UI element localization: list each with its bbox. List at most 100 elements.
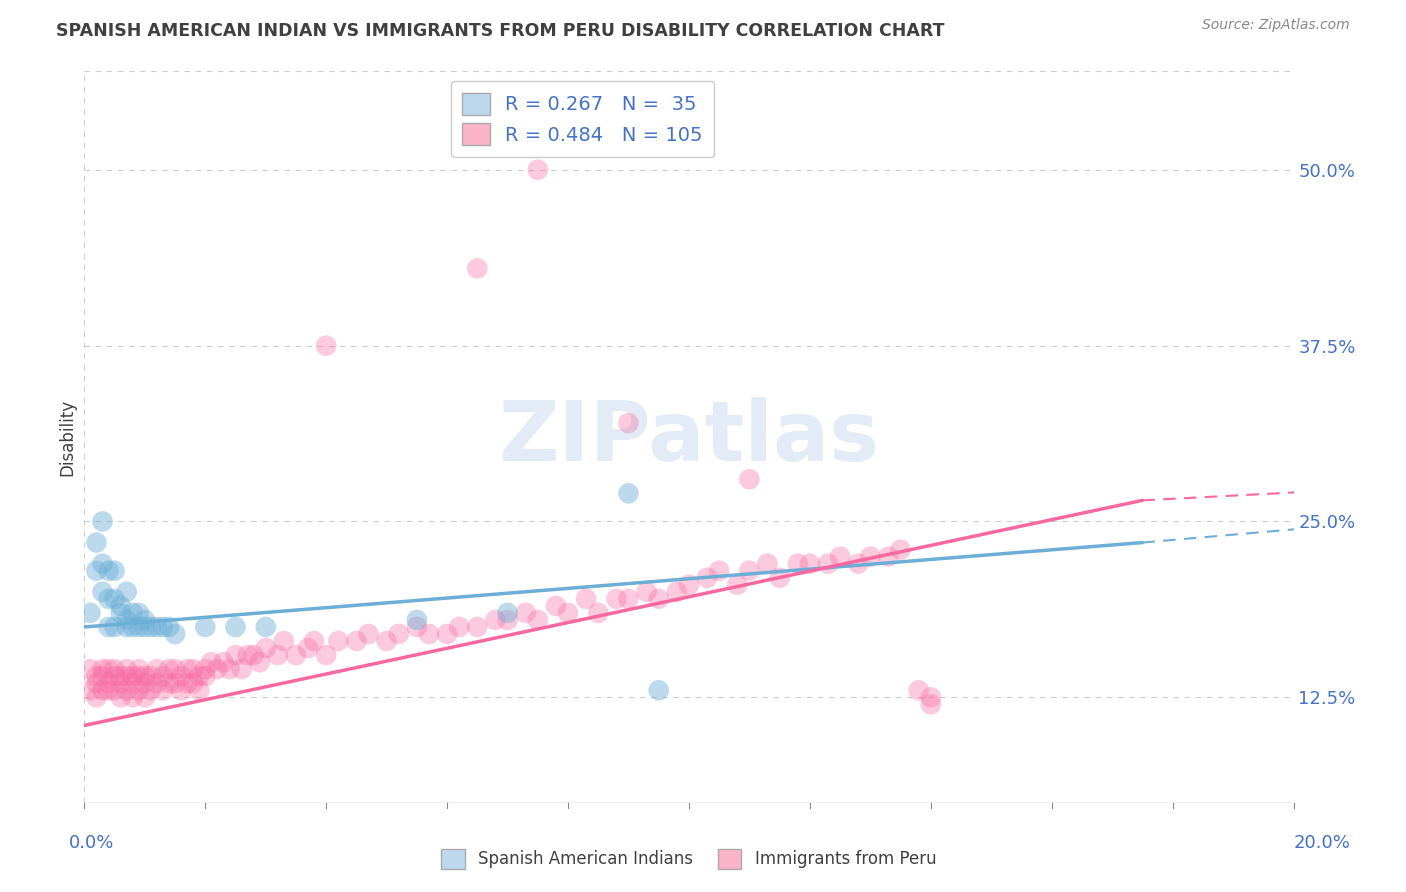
Point (86, 676, 108, 690)
Point (91, 584, 114, 599)
Point (134, 676, 156, 690)
Point (357, 627, 380, 641)
Point (496, 613, 519, 627)
Point (328, 634, 350, 648)
Point (799, 557, 821, 571)
Point (110, 676, 132, 690)
Point (375, 634, 398, 648)
Point (91, 662, 114, 676)
Point (467, 620, 489, 634)
Point (97, 676, 120, 690)
Point (249, 655, 271, 669)
Point (302, 634, 325, 648)
Point (188, 683, 211, 698)
Point (121, 690, 143, 705)
Point (146, 620, 169, 634)
Point (134, 669, 156, 683)
Point (709, 564, 731, 578)
Point (128, 669, 150, 683)
Point (436, 627, 458, 641)
Point (91, 669, 114, 683)
Legend: Spanish American Indians, Immigrants from Peru: Spanish American Indians, Immigrants fro… (432, 839, 946, 879)
Text: SPANISH AMERICAN INDIAN VS IMMIGRANTS FROM PERU DISABILITY CORRELATION CHART: SPANISH AMERICAN INDIAN VS IMMIGRANTS FR… (56, 22, 945, 40)
Point (115, 613, 138, 627)
Point (254, 641, 277, 656)
Point (285, 648, 308, 662)
Point (225, 648, 247, 662)
Point (115, 620, 138, 634)
Point (605, 591, 627, 606)
Point (110, 690, 132, 705)
Y-axis label: Disability: Disability (58, 399, 76, 475)
Point (104, 591, 127, 606)
Point (121, 606, 143, 620)
Point (181, 676, 204, 690)
Text: ZIPatlas: ZIPatlas (499, 397, 879, 477)
Point (152, 620, 174, 634)
Point (636, 584, 658, 599)
Point (678, 578, 700, 592)
Point (104, 620, 127, 634)
Point (418, 627, 440, 641)
Point (315, 338, 337, 352)
Point (128, 620, 150, 634)
Point (665, 584, 688, 599)
Point (104, 662, 127, 676)
Point (128, 606, 150, 620)
Point (496, 606, 519, 620)
Point (134, 613, 156, 627)
Point (920, 690, 942, 705)
Point (557, 606, 579, 620)
Point (617, 591, 640, 606)
Point (267, 648, 290, 662)
Point (297, 641, 319, 656)
Point (225, 620, 247, 634)
Point (194, 669, 217, 683)
Point (152, 669, 174, 683)
Point (157, 676, 180, 690)
Point (218, 662, 240, 676)
Point (104, 669, 127, 683)
Point (79, 683, 101, 698)
Point (769, 571, 792, 585)
Point (176, 676, 198, 690)
Point (79, 662, 101, 676)
Point (877, 549, 900, 564)
Point (79, 606, 101, 620)
Point (146, 676, 169, 690)
Point (165, 662, 187, 676)
Point (756, 557, 779, 571)
Point (194, 662, 217, 676)
Point (588, 606, 610, 620)
Point (231, 662, 253, 676)
Point (170, 683, 193, 698)
Point (194, 620, 217, 634)
Point (617, 486, 640, 500)
Point (273, 634, 295, 648)
Point (104, 683, 127, 698)
Point (207, 662, 229, 676)
Point (176, 662, 198, 676)
Point (236, 648, 259, 662)
Point (128, 662, 150, 676)
Point (648, 591, 671, 606)
Point (121, 620, 143, 634)
Point (254, 620, 277, 634)
Point (725, 578, 748, 592)
Point (97, 662, 120, 676)
Point (890, 542, 912, 557)
Point (115, 662, 138, 676)
Point (212, 655, 235, 669)
Point (91, 683, 114, 698)
Point (110, 599, 132, 613)
Point (86, 690, 108, 705)
Point (152, 683, 174, 698)
Point (97, 564, 120, 578)
Point (86, 669, 108, 683)
Point (165, 627, 187, 641)
Point (91, 515, 114, 529)
Point (86, 564, 108, 578)
Point (139, 620, 162, 634)
Point (907, 683, 929, 698)
Point (121, 676, 143, 690)
